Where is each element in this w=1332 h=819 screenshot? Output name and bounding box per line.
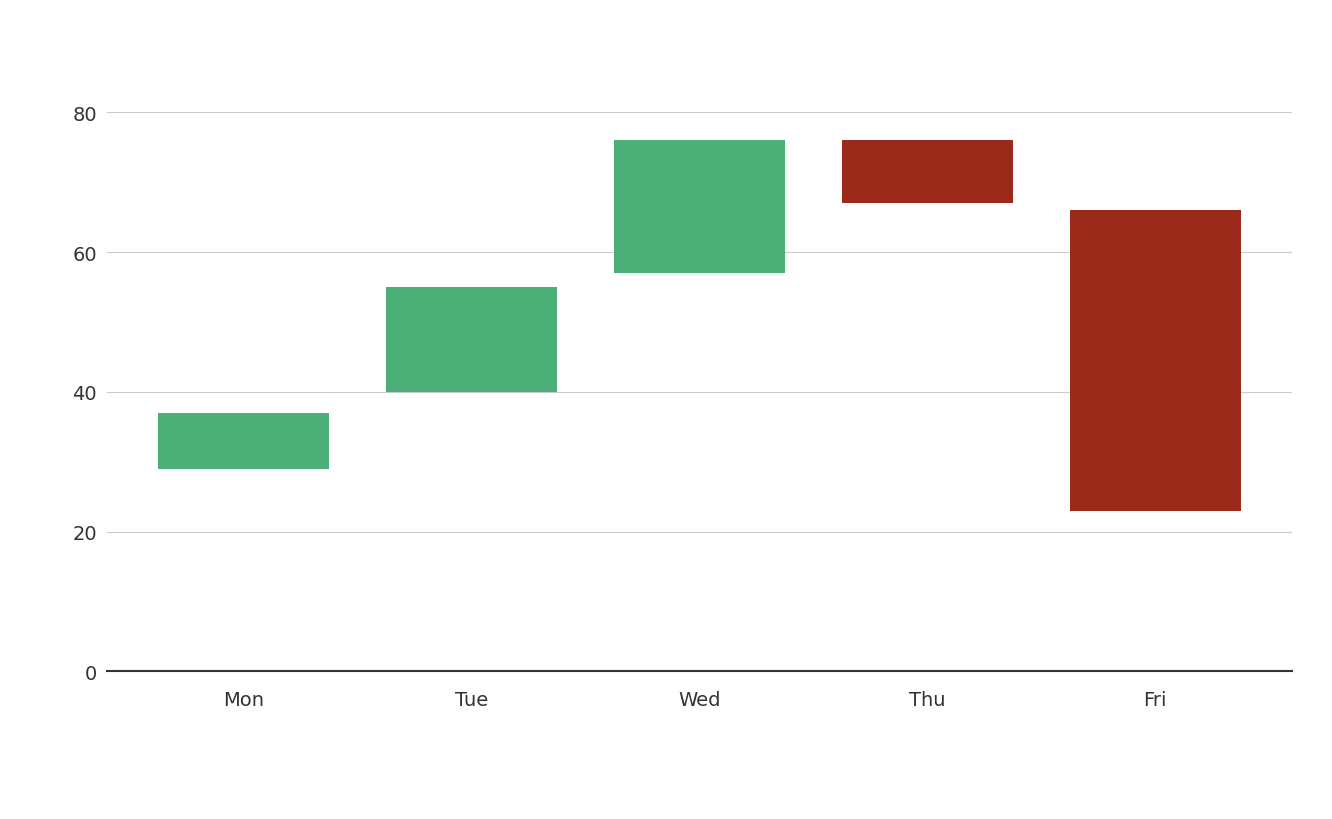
Bar (1070, 210, 1240, 511)
Bar (614, 141, 785, 274)
Bar (159, 414, 329, 469)
Bar (842, 141, 1012, 204)
Bar (386, 287, 557, 392)
